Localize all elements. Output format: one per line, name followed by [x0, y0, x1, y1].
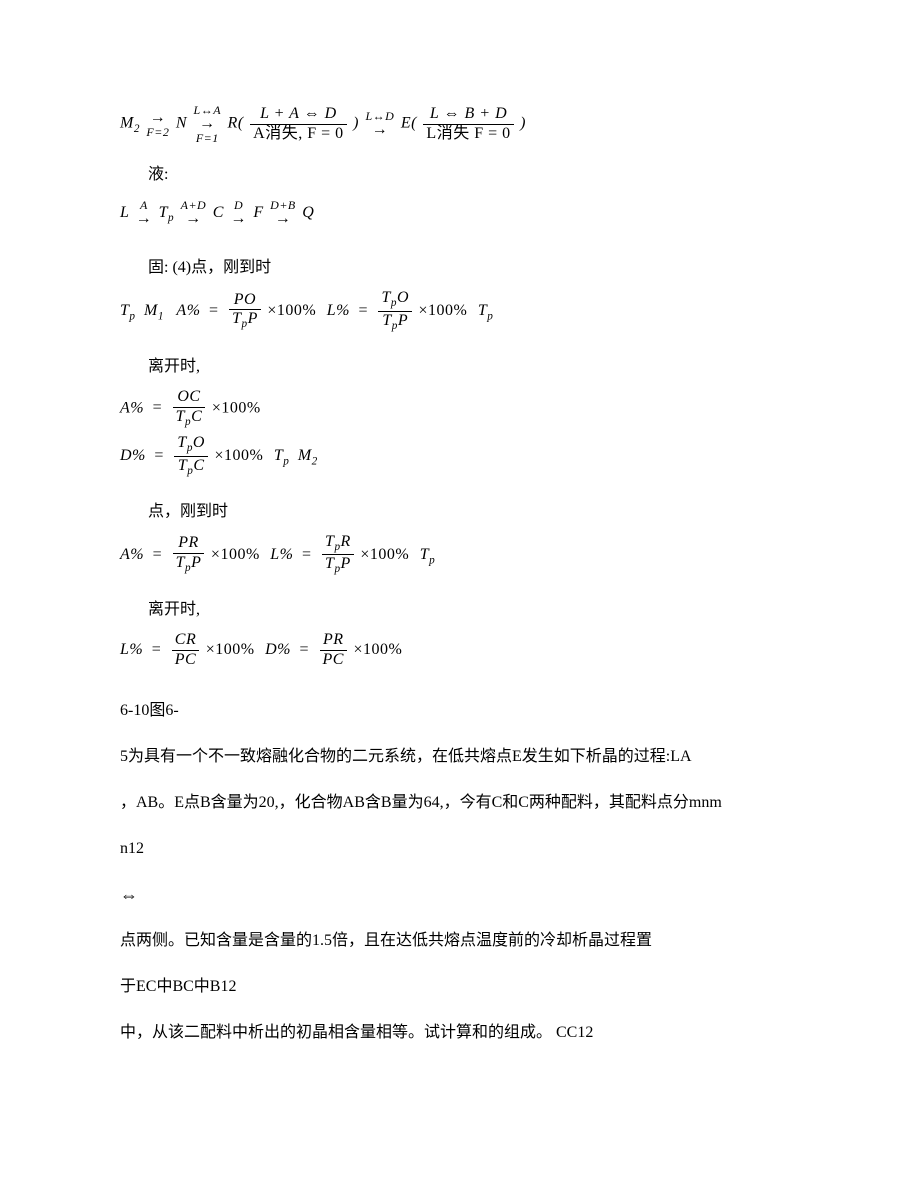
text-main-3: n12: [120, 829, 820, 869]
close-2: ): [520, 115, 526, 132]
arrow-3: L↔D →: [365, 110, 394, 138]
label-liquid: 液:: [148, 159, 820, 191]
arrow-1: → F=2: [146, 110, 169, 138]
equation-6: A% = PR TpP ×100% L% = TpR TpP ×100% Tp: [120, 534, 820, 577]
equation-7: L% = CR PC ×100% D% = PR PC ×100%: [120, 632, 820, 669]
label-point: 点，刚到时: [148, 496, 820, 528]
equation-4: A% = OC TpC ×100%: [120, 389, 820, 429]
sym-m2: M: [120, 115, 134, 132]
equation-2: L A→ Tp A+D→ C D→ F D+B→ Q: [120, 197, 820, 234]
sym-n: N: [176, 115, 187, 132]
frac-2: L ⇔ B + D L消失 F = 0: [423, 106, 513, 143]
text-main-6: 中，从该二配料中析出的初晶相含量相等。试计算和的组成。 CC12: [120, 1013, 820, 1053]
equation-5: D% = TpO TpC ×100% Tp M2: [120, 435, 820, 478]
text-610: 6-10图6-: [120, 691, 820, 731]
text-main-2: ，AB。E点B含量为20,，化合物AB含B量为64,，今有C和C两种配料，其配料…: [120, 783, 820, 823]
text-arrow: ⇔: [120, 875, 820, 915]
text-main-1: 5为具有一个不一致熔融化合物的二元系统，在低共熔点E发生如下析晶的过程:LA: [120, 737, 820, 777]
text-main-4: 点两侧。已知含量是含量的1.5倍，且在达低共熔点温度前的冷却析晶过程置: [120, 921, 820, 961]
equation-3: Tp M1 A% = PO TpP ×100% L% = TpO TpP ×10…: [120, 290, 820, 333]
frac-1: L + A ⇔ D A消失, F = 0: [250, 106, 346, 143]
label-leave-2: 离开时,: [148, 594, 820, 626]
sub-m2: 2: [134, 123, 140, 135]
sym-e: E(: [401, 115, 417, 132]
equation-1: M2 → F=2 N L↔A → F=1 R( L + A ⇔ D A消失, F…: [120, 104, 820, 145]
sym-r: R(: [228, 115, 244, 132]
close-1: ): [353, 115, 359, 132]
arrow-2: L↔A → F=1: [194, 104, 222, 144]
text-main-5: 于EC中BC中B12: [120, 967, 820, 1007]
label-leave-1: 离开时,: [148, 351, 820, 383]
label-solid: 固: (4)点，刚到时: [148, 252, 820, 284]
